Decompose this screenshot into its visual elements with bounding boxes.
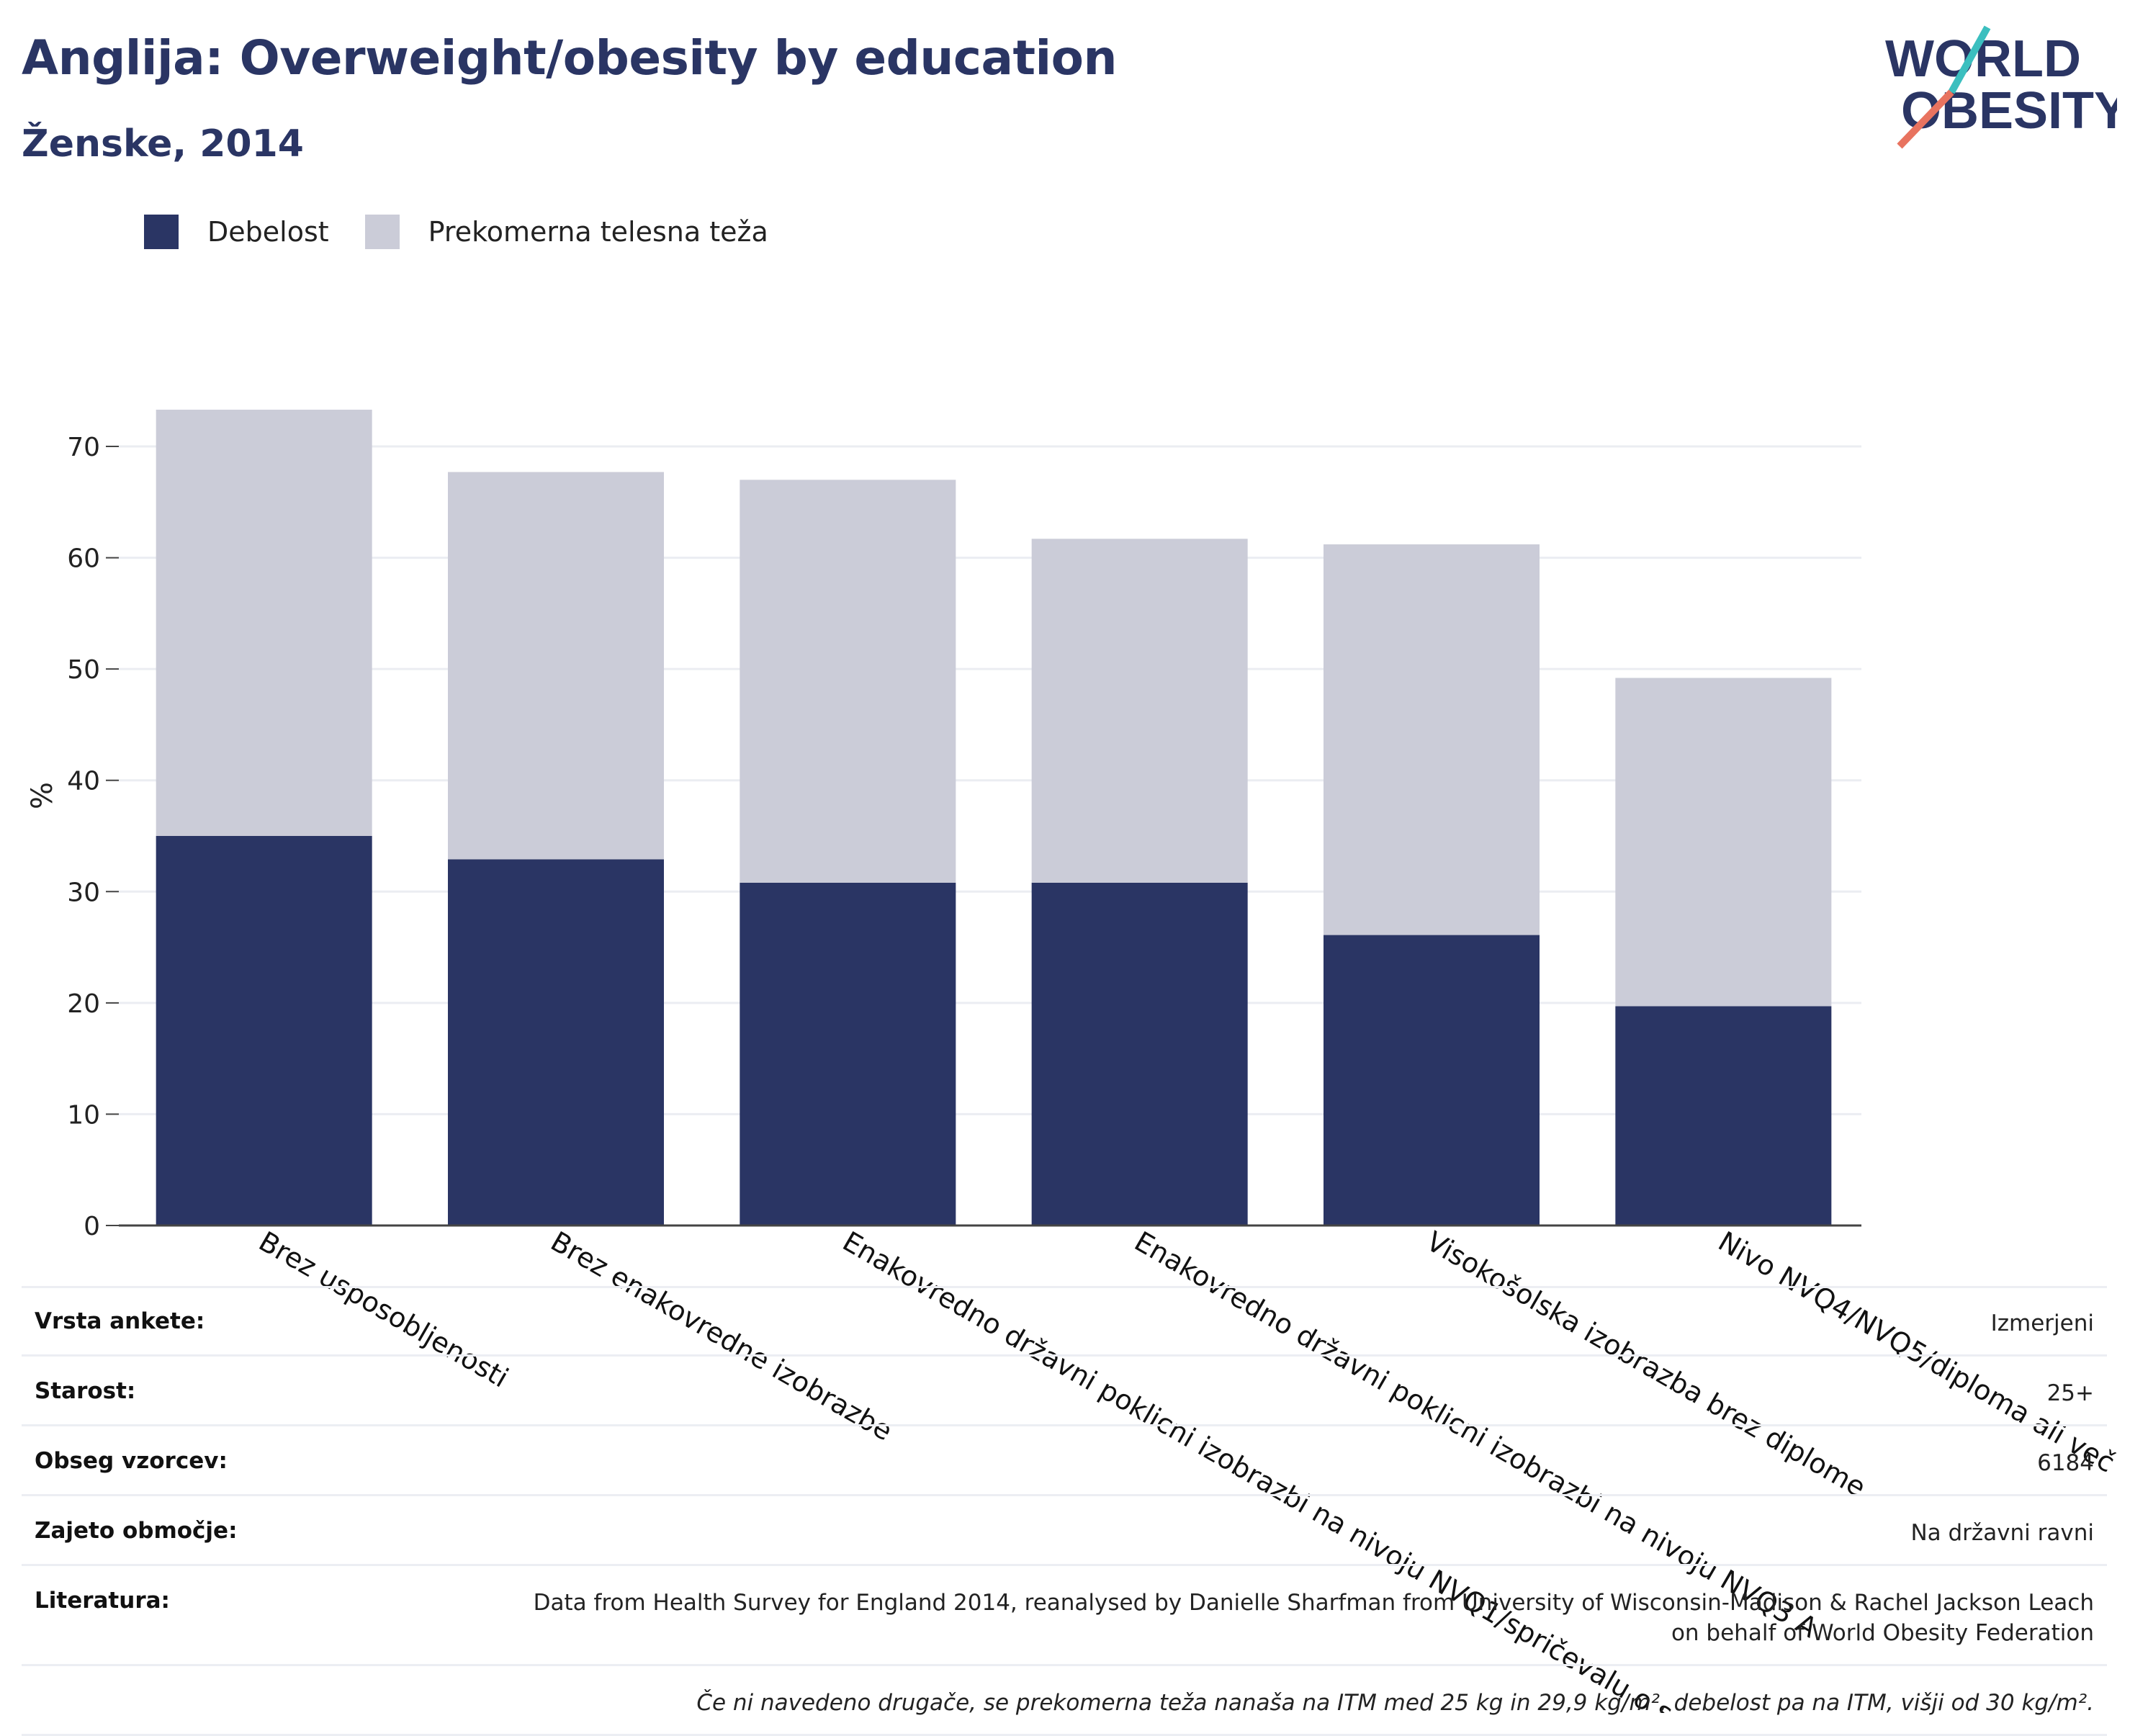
legend-label-obesity: Debelost — [207, 216, 329, 248]
logo-slash-teal — [1948, 25, 1991, 94]
bar-obesity — [740, 882, 956, 1225]
info-row-area: Zajeto območje: Na državni ravni — [22, 1494, 2107, 1564]
info-value: Izmerjeni — [1990, 1310, 2094, 1336]
y-tick-label: 10 — [67, 1100, 100, 1130]
bar-obesity — [156, 836, 372, 1225]
chart-legend: Debelost Prekomerna telesna teža — [144, 215, 804, 249]
survey-info-table: Vrsta ankete: Izmerjeni Starost: 25+ Obs… — [22, 1286, 2107, 1736]
bar-obesity — [1324, 935, 1540, 1225]
info-key: Obseg vzorcev: — [35, 1448, 228, 1474]
bar-overweight — [1615, 678, 1832, 1007]
bar-overweight — [740, 480, 956, 883]
definition-note: Če ni navedeno drugače, se prekomerna te… — [22, 1664, 2107, 1734]
bar-obesity — [448, 859, 664, 1225]
info-key: Zajeto območje: — [35, 1518, 238, 1544]
info-row-survey-type: Vrsta ankete: Izmerjeni — [22, 1286, 2107, 1354]
y-tick-label: 20 — [67, 989, 100, 1019]
y-tick-label: 0 — [84, 1212, 100, 1241]
logo-slash-coral — [1897, 89, 1954, 149]
y-tick-label: 30 — [67, 878, 100, 907]
chart-title: Anglija: Overweight/obesity by education — [22, 30, 1117, 86]
info-row-sample-size: Obseg vzorcev: 6184 — [22, 1424, 2107, 1494]
info-value: 25+ — [2046, 1380, 2094, 1406]
info-row-references: Literatura: Data from Health Survey for … — [22, 1564, 2107, 1664]
world-obesity-logo: WORLD OBESITY — [1885, 25, 2117, 149]
info-value: 6184 — [2037, 1450, 2094, 1476]
legend-swatch-obesity — [144, 215, 179, 249]
info-key: Starost: — [35, 1378, 136, 1404]
info-value: Data from Health Survey for England 2014… — [533, 1590, 2094, 1646]
bar-obesity — [1615, 1006, 1832, 1225]
info-key: Literatura: — [35, 1588, 170, 1614]
bar-overweight — [1324, 544, 1540, 935]
info-row-age: Starost: 25+ — [22, 1354, 2107, 1424]
legend-label-overweight: Prekomerna telesna teža — [428, 216, 768, 248]
y-tick-label: 60 — [67, 544, 100, 574]
bar-obesity — [1031, 882, 1248, 1225]
info-key: Vrsta ankete: — [35, 1308, 205, 1334]
bar-overweight — [156, 409, 372, 836]
chart-subtitle: Ženske, 2014 — [22, 122, 304, 166]
bar-overweight — [1031, 539, 1248, 883]
note-text: Če ni navedeno drugače, se prekomerna te… — [696, 1690, 2094, 1716]
legend-item-overweight[interactable]: Prekomerna telesna teža — [364, 215, 768, 249]
bar-overweight — [448, 472, 664, 860]
y-tick-label: 40 — [67, 767, 100, 796]
legend-swatch-overweight — [364, 215, 400, 249]
legend-item-obesity[interactable]: Debelost — [144, 215, 329, 249]
y-tick-label: 70 — [67, 433, 100, 462]
y-axis-label: % — [26, 782, 59, 809]
info-value: Na državni ravni — [1910, 1520, 2094, 1546]
y-tick-label: 50 — [67, 655, 100, 685]
